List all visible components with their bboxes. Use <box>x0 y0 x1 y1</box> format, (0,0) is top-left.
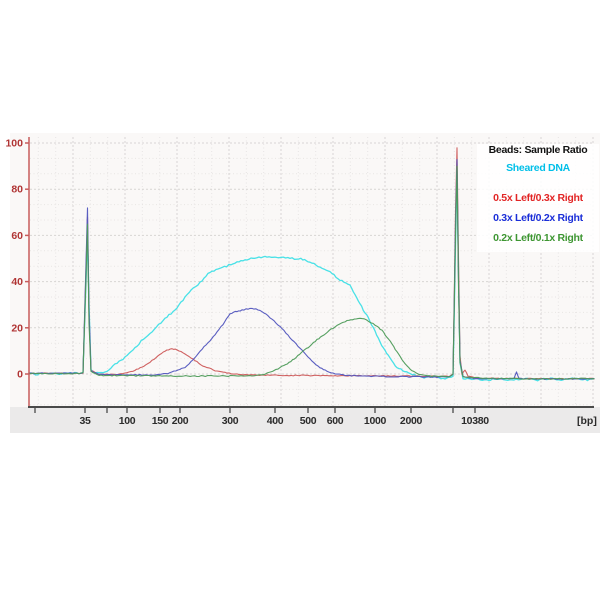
x-tick-label: 500 <box>300 415 317 427</box>
x-tick-label: 100 <box>119 415 136 427</box>
x-tick-label: 600 <box>327 415 344 427</box>
y-axis-ticks: 0 20 40 60 80 100 <box>5 138 29 381</box>
legend-title: Beads: Sample Ratio <box>488 144 588 156</box>
y-tick-label: 80 <box>11 184 23 196</box>
x-tick-label: 200 <box>172 415 189 427</box>
x-tick-label: 300 <box>222 415 239 427</box>
y-tick-label: 0 <box>17 369 23 381</box>
series-traces <box>28 147 595 382</box>
legend-entry-02x-01x: 0.2x Left/0.1x Right <box>493 232 583 244</box>
y-tick-label: 100 <box>5 138 23 150</box>
y-tick-label: 60 <box>11 230 23 242</box>
legend-entry-sheared-dna: Sheared DNA <box>506 162 570 174</box>
x-axis-ticks: 35 100 150 200 300 400 500 600 1000 2000 10380 [bp] <box>34 408 597 427</box>
x-tick-label: 1000 <box>364 415 387 427</box>
x-tick-label: 150 <box>152 415 169 427</box>
x-axis-label-strip <box>10 407 600 433</box>
x-axis-unit-label: [bp] <box>577 415 597 427</box>
legend-entry-05x-03x: 0.5x Left/0.3x Right <box>493 192 583 204</box>
trace-0-2x-left-0-1x-right <box>28 165 595 380</box>
chart-legend: Beads: Sample Ratio Sheared DNA 0.5x Lef… <box>477 144 599 252</box>
x-tick-label: 10380 <box>461 415 489 427</box>
y-tick-label: 20 <box>11 322 23 334</box>
x-tick-label: 35 <box>79 415 91 427</box>
axes <box>28 137 594 408</box>
x-tick-label: 2000 <box>400 415 423 427</box>
y-tick-label: 40 <box>11 276 23 288</box>
legend-entry-03x-02x: 0.3x Left/0.2x Right <box>493 212 583 224</box>
x-tick-label: 400 <box>267 415 284 427</box>
legend-spacer <box>477 182 599 192</box>
